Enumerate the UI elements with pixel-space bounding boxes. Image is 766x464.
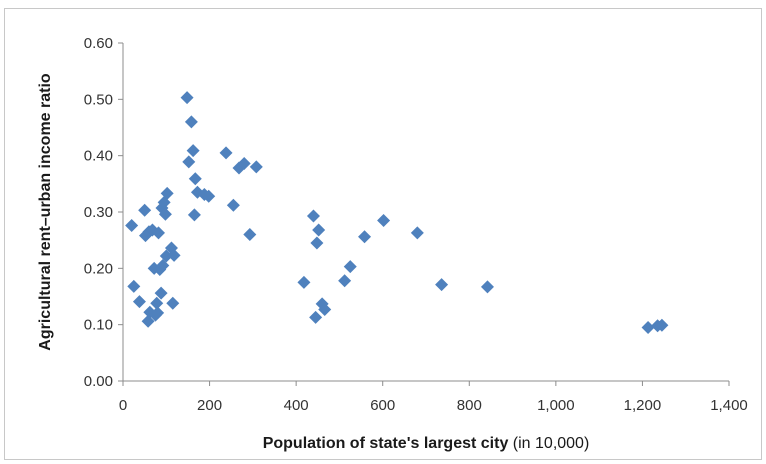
x-tick-label: 400: [284, 397, 309, 414]
y-tick-label: 0.30: [84, 204, 113, 221]
data-point: [219, 146, 233, 160]
data-point: [127, 279, 141, 293]
y-tick-label: 0.40: [84, 148, 113, 165]
data-point: [312, 223, 326, 237]
y-axis-title: Agricultural rent–urban income ratio: [37, 73, 54, 351]
data-point: [306, 209, 320, 223]
data-point: [309, 310, 323, 324]
x-tick-label: 1,200: [624, 397, 662, 414]
data-point: [187, 208, 201, 222]
data-point: [160, 186, 174, 200]
data-point: [182, 155, 196, 169]
x-tick-label: 0: [119, 397, 127, 414]
data-point: [132, 295, 146, 309]
data-point: [125, 219, 139, 233]
data-point: [338, 274, 352, 288]
data-point: [156, 259, 170, 273]
y-tick-label: 0.60: [84, 35, 113, 52]
data-point: [159, 249, 173, 263]
data-point: [202, 189, 216, 203]
data-point: [167, 248, 181, 262]
data-point: [166, 296, 180, 310]
chart-frame: 0.00 0.10 0.20 0.30 0.40 0.50 0.60 0 200 400 600 8…: [4, 8, 762, 460]
data-point: [641, 320, 655, 334]
data-point: [150, 296, 164, 310]
x-tick-label: 600: [370, 397, 395, 414]
data-point: [318, 302, 332, 316]
data-point: [151, 226, 165, 240]
x-tick-label: 1,000: [537, 397, 575, 414]
x-axis-title: Population of state's largest city (in 1…: [263, 435, 590, 452]
y-tick-label: 0.10: [84, 317, 113, 334]
y-tick-label: 0.50: [84, 91, 113, 108]
data-point: [310, 236, 324, 250]
data-point: [158, 207, 172, 221]
data-points: [125, 91, 669, 334]
data-point: [141, 314, 155, 328]
data-point: [226, 198, 240, 212]
x-axis-title-main: Population of state's largest city: [263, 435, 509, 452]
data-point: [138, 203, 152, 217]
data-point: [377, 213, 391, 227]
data-point: [297, 275, 311, 289]
data-point: [435, 278, 449, 292]
data-point: [184, 115, 198, 129]
y-tick-label: 0.00: [84, 373, 113, 390]
x-tick-label: 1,400: [710, 397, 748, 414]
data-point: [358, 230, 372, 244]
axes: [122, 43, 729, 382]
x-axis-title-unit: (in 10,000): [508, 435, 589, 452]
data-point: [151, 306, 165, 320]
data-point: [154, 286, 168, 300]
x-tick-label: 800: [457, 397, 482, 414]
scatter-plot: 0.00 0.10 0.20 0.30 0.40 0.50 0.60 0 200 400 600 8…: [37, 35, 748, 452]
x-tick-label: 200: [197, 397, 222, 414]
data-point: [343, 260, 357, 274]
data-point: [655, 318, 669, 332]
y-axis-ticks: 0.00 0.10 0.20 0.30 0.40 0.50 0.60: [84, 35, 123, 390]
data-point: [480, 280, 494, 294]
data-point: [249, 160, 263, 174]
data-point: [237, 157, 251, 171]
y-tick-label: 0.20: [84, 260, 113, 277]
data-point: [410, 226, 424, 240]
x-axis-ticks: 0 200 400 600 800 1,000 1,200 1,400: [119, 381, 748, 414]
data-point: [186, 144, 200, 158]
data-point: [180, 91, 194, 105]
data-point: [188, 172, 202, 186]
data-point: [243, 228, 257, 242]
